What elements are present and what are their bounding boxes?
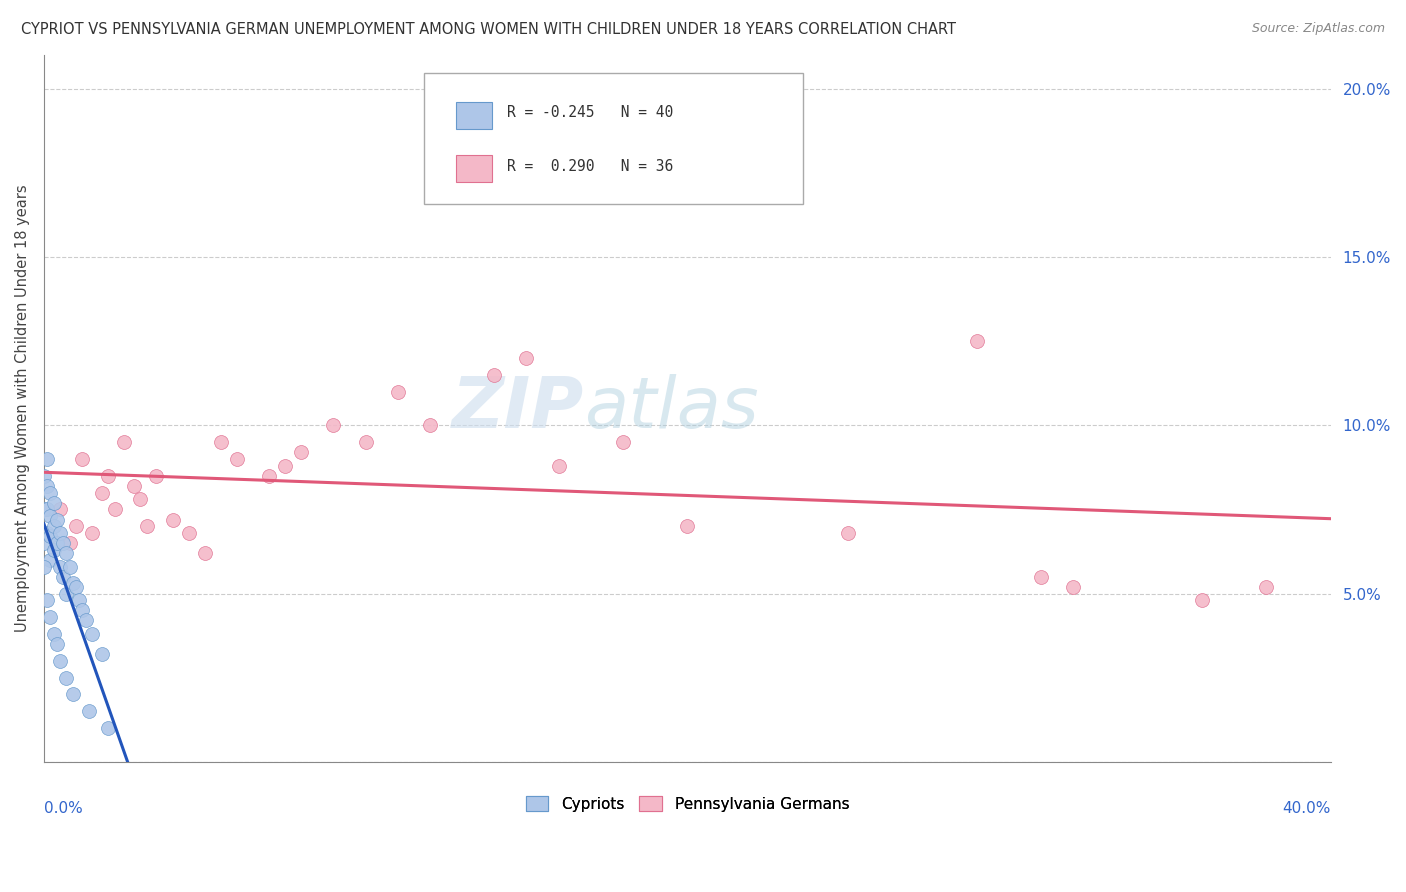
Point <box>49 502 72 516</box>
Point <box>676 519 699 533</box>
Point <box>62 576 84 591</box>
Point <box>90 647 112 661</box>
Point <box>42 519 65 533</box>
Point <box>484 368 506 382</box>
Point <box>547 458 569 473</box>
Point <box>55 546 77 560</box>
Point <box>90 485 112 500</box>
Point <box>42 496 65 510</box>
Point <box>65 519 87 533</box>
Point <box>45 512 67 526</box>
Point <box>612 435 634 450</box>
Text: 0.0%: 0.0% <box>44 801 83 815</box>
Point <box>162 512 184 526</box>
Text: atlas: atlas <box>585 374 759 443</box>
Text: CYPRIOT VS PENNSYLVANIA GERMAN UNEMPLOYMENT AMONG WOMEN WITH CHILDREN UNDER 18 Y: CYPRIOT VS PENNSYLVANIA GERMAN UNEMPLOYM… <box>21 22 956 37</box>
Point <box>55 671 77 685</box>
Point <box>49 559 72 574</box>
Point <box>37 502 59 516</box>
Point <box>45 637 67 651</box>
Point <box>97 468 120 483</box>
Point <box>32 536 55 550</box>
Point <box>37 525 59 540</box>
Point <box>49 525 72 540</box>
Point <box>39 529 62 543</box>
Point <box>122 479 145 493</box>
Point <box>135 519 157 533</box>
Point <box>67 593 90 607</box>
Point <box>37 452 59 467</box>
Point <box>209 435 232 450</box>
Point <box>65 580 87 594</box>
Point <box>112 435 135 450</box>
Point <box>515 351 537 365</box>
Point <box>52 536 75 550</box>
Point <box>32 468 55 483</box>
Point <box>1031 570 1053 584</box>
Point <box>42 542 65 557</box>
Y-axis label: Unemployment Among Women with Children Under 18 years: Unemployment Among Women with Children U… <box>15 185 30 632</box>
Point <box>194 546 217 560</box>
Point <box>354 435 377 450</box>
FancyBboxPatch shape <box>456 155 492 183</box>
Point <box>104 502 127 516</box>
Point <box>966 334 988 348</box>
Point <box>39 509 62 524</box>
Text: R =  0.290   N = 36: R = 0.290 N = 36 <box>508 159 673 174</box>
Point <box>37 479 59 493</box>
Text: 40.0%: 40.0% <box>1282 801 1331 815</box>
Point <box>32 559 55 574</box>
Point <box>322 418 344 433</box>
Point <box>39 553 62 567</box>
Legend: Cypriots, Pennsylvania Germans: Cypriots, Pennsylvania Germans <box>519 789 855 818</box>
Point <box>42 627 65 641</box>
Point <box>77 704 100 718</box>
Point <box>129 492 152 507</box>
Point <box>39 485 62 500</box>
Point <box>72 452 94 467</box>
Point <box>419 418 441 433</box>
Point <box>49 654 72 668</box>
Point <box>39 610 62 624</box>
Point <box>274 458 297 473</box>
Point <box>82 627 104 641</box>
FancyBboxPatch shape <box>423 73 803 203</box>
Text: ZIP: ZIP <box>453 374 585 443</box>
Point <box>52 570 75 584</box>
Point <box>1191 593 1213 607</box>
Point <box>62 688 84 702</box>
Text: R = -0.245   N = 40: R = -0.245 N = 40 <box>508 105 673 120</box>
Point <box>32 502 55 516</box>
Point <box>59 536 82 550</box>
Point <box>37 593 59 607</box>
Point <box>1062 580 1084 594</box>
Point <box>72 603 94 617</box>
Point <box>837 525 859 540</box>
Point <box>387 384 409 399</box>
Point <box>226 452 249 467</box>
FancyBboxPatch shape <box>456 102 492 128</box>
Point <box>59 559 82 574</box>
Point <box>177 525 200 540</box>
Point <box>55 586 77 600</box>
Point <box>1256 580 1278 594</box>
Point <box>290 445 312 459</box>
Point <box>145 468 167 483</box>
Point <box>82 525 104 540</box>
Text: Source: ZipAtlas.com: Source: ZipAtlas.com <box>1251 22 1385 36</box>
Point <box>45 536 67 550</box>
Point <box>75 614 97 628</box>
Point <box>257 468 280 483</box>
Point <box>97 721 120 735</box>
